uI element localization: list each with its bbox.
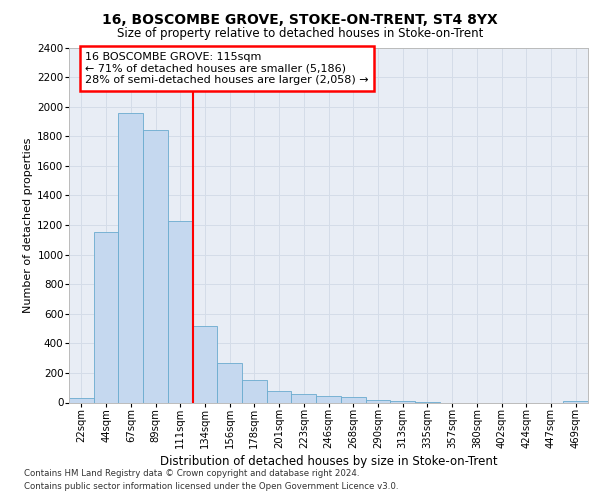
Text: 16 BOSCOMBE GROVE: 115sqm
← 71% of detached houses are smaller (5,186)
28% of se: 16 BOSCOMBE GROVE: 115sqm ← 71% of detac… (85, 52, 368, 85)
Bar (341, 396, 365, 402)
Text: 16, BOSCOMBE GROVE, STOKE-ON-TRENT, ST4 8YX: 16, BOSCOMBE GROVE, STOKE-ON-TRENT, ST4 … (102, 12, 498, 26)
Y-axis label: Number of detached properties: Number of detached properties (23, 138, 33, 312)
Bar (316, 396, 341, 402)
Bar (390, 401, 415, 402)
Bar (365, 400, 390, 402)
Bar (69, 398, 94, 402)
X-axis label: Distribution of detached houses by size in Stoke-on-Trent: Distribution of detached houses by size … (160, 456, 497, 468)
Text: Contains HM Land Registry data © Crown copyright and database right 2024.: Contains HM Land Registry data © Crown c… (24, 468, 359, 477)
Text: Size of property relative to detached houses in Stoke-on-Trent: Size of property relative to detached ho… (117, 28, 483, 40)
Bar (118, 112, 143, 403)
Bar (193, 326, 217, 402)
Bar (143, 130, 168, 402)
Bar (242, 380, 267, 402)
Bar (292, 394, 316, 402)
Bar (217, 364, 242, 403)
Text: Contains public sector information licensed under the Open Government Licence v3: Contains public sector information licen… (24, 482, 398, 491)
Bar (168, 220, 193, 402)
Bar (94, 232, 118, 402)
Bar (563, 401, 588, 402)
Bar (267, 390, 292, 402)
